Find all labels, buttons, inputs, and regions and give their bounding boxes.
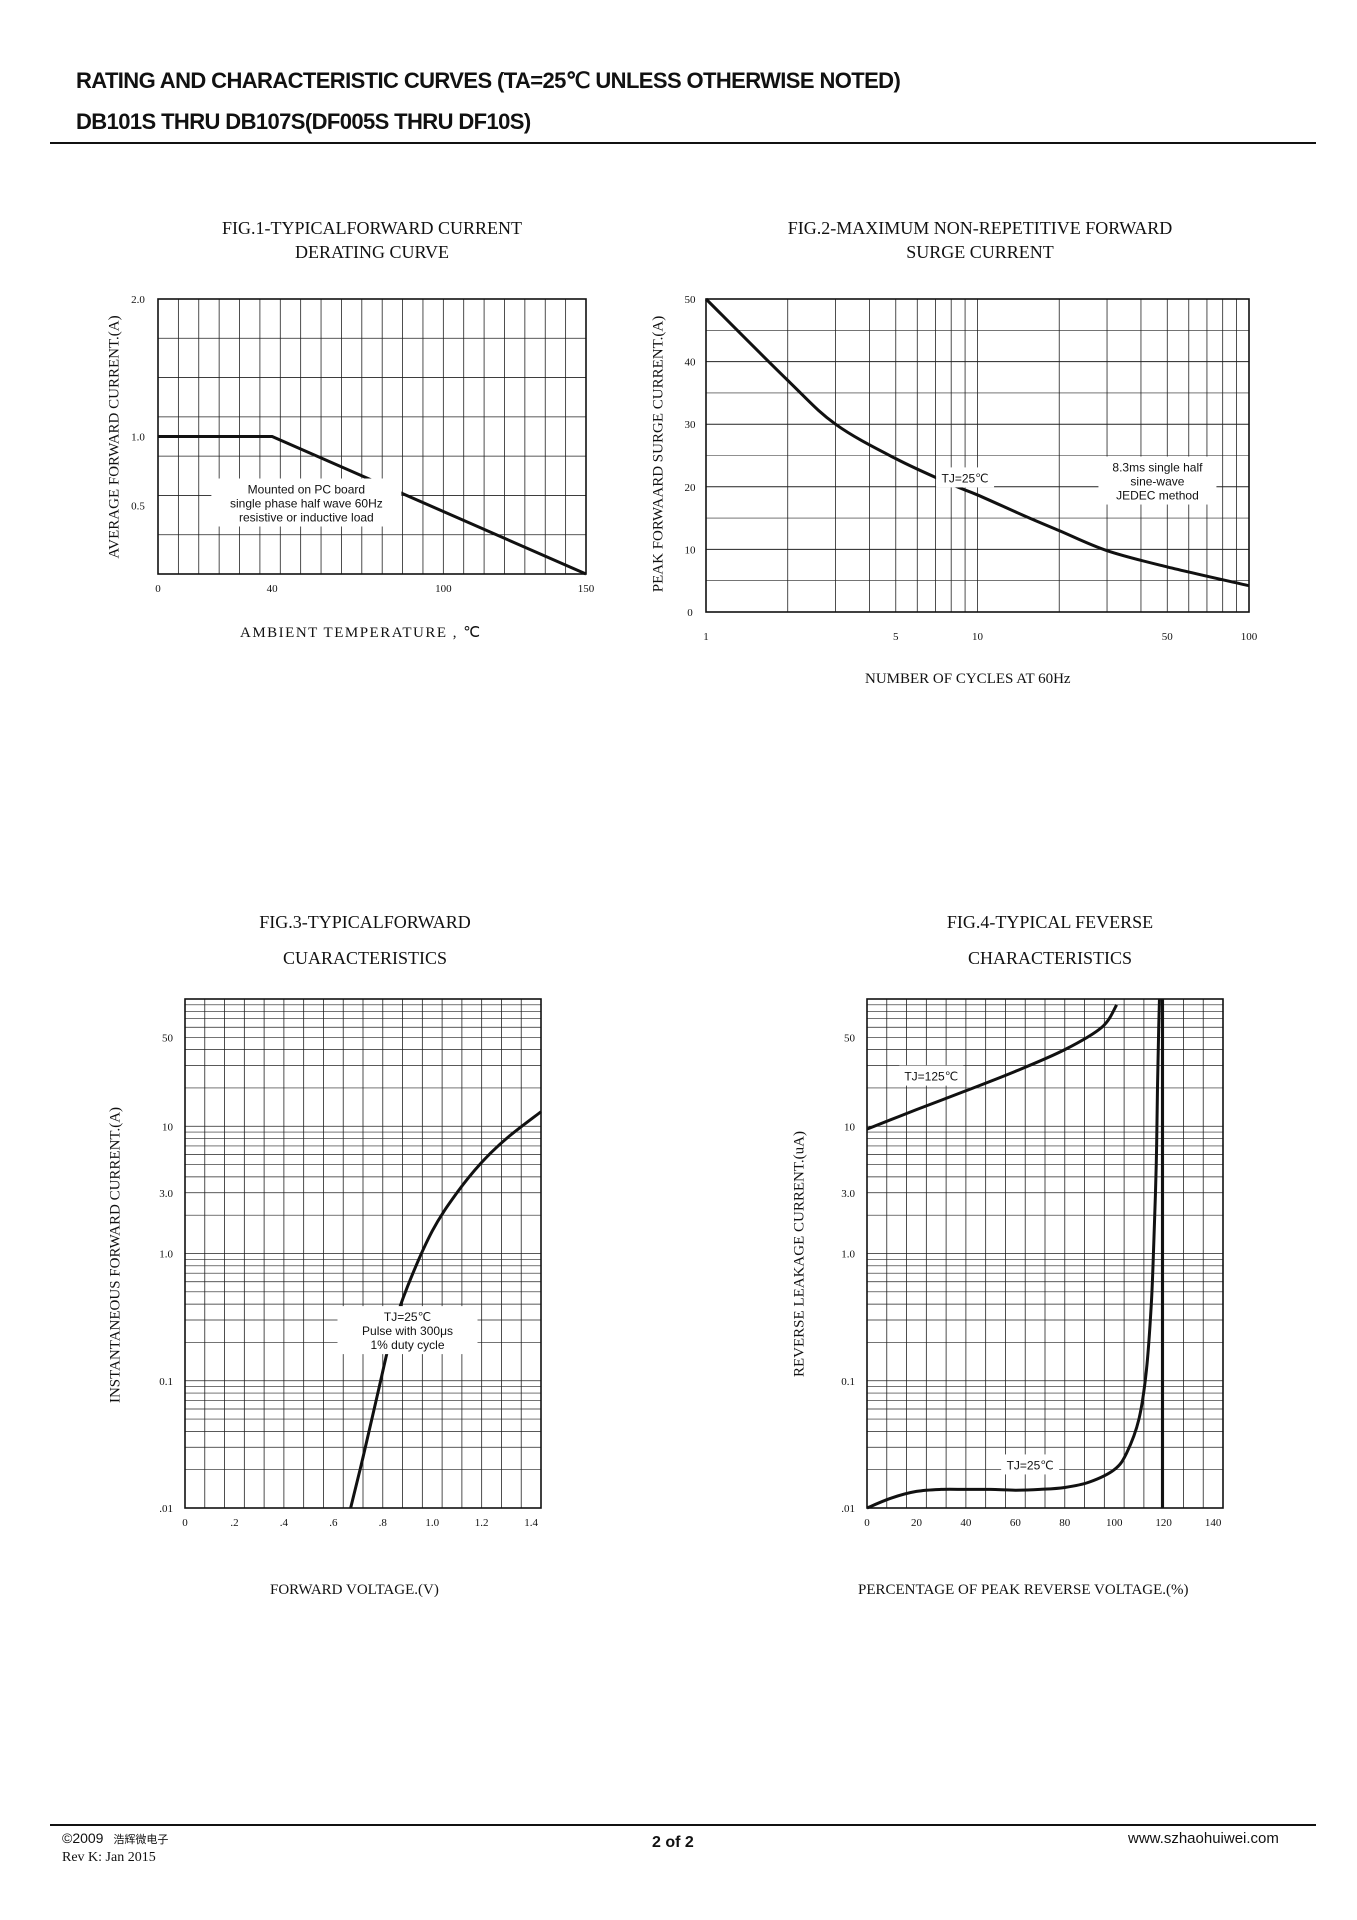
fig1-x-tick-label: 100	[435, 583, 452, 595]
fig1-annotation-line-2: single phase half wave 60Hz	[230, 497, 383, 511]
fig3-y-tick-label: 50	[162, 1032, 174, 1044]
fig1-title-line2: DERATING CURVE	[294, 242, 450, 262]
fig2-annotation-method-line-1: 8.3ms single half	[1112, 461, 1203, 475]
fig2-y-tick-label: 30	[685, 419, 697, 431]
footer-copyright: ©2009	[62, 1830, 104, 1846]
footer-copyright-line: ©2009 浩辉微电子	[62, 1830, 168, 1847]
fig4-y-tick-label: .01	[841, 1503, 855, 1515]
fig1-x-tick-label: 0	[155, 583, 161, 595]
fig3-annotation-line-1: TJ=25℃	[384, 1310, 431, 1324]
fig4-x-tick-label: 20	[911, 1517, 923, 1529]
fig2-plot-frame	[705, 298, 1250, 613]
fig4-x-tick-label: 100	[1106, 1517, 1123, 1529]
fig1-annotation-bg	[211, 478, 402, 527]
fig2-y-tick-label: 10	[685, 544, 697, 556]
footer-page: 2 of 2	[652, 1834, 694, 1851]
header-subtitle: DB101S THRU DB107S(DF005S THRU DF10S)	[76, 109, 531, 134]
fig3-y-tick-label: .01	[159, 1503, 173, 1515]
fig3-x-tick-label: 0	[182, 1517, 188, 1529]
fig2-y-tick-label: 50	[685, 294, 697, 306]
fig4-series-tj25	[866, 998, 1161, 1510]
fig3-title: FIG.3-TYPICALFORWARD CUARACTERISTICS	[215, 904, 515, 976]
fig3-x-tick-label: 1.2	[475, 1517, 489, 1529]
fig2-y-tick-label: 20	[685, 482, 697, 494]
fig3-x-tick-label: 1.0	[425, 1517, 439, 1529]
fig3-annotation-line-2: Pulse with 300μs	[362, 1324, 453, 1338]
fig4-annotation-tj25-line-1: TJ=25℃	[1007, 1458, 1054, 1472]
fig2-annotation-tj-line-1: TJ=25℃	[941, 471, 988, 485]
fig2-y-tick-label: 40	[685, 357, 697, 369]
fig4-x-tick-label: 60	[1010, 1517, 1022, 1529]
fig4-series-tj125	[866, 1003, 1118, 1131]
fig3-x-tick-label: .4	[280, 1517, 289, 1529]
fig1-series-derating	[158, 435, 587, 576]
fig4-y-tick-label: 3.0	[841, 1188, 855, 1200]
fig1-x-tick-label: 40	[267, 583, 279, 595]
footer-revision: Rev K: Jan 2015	[62, 1850, 156, 1865]
fig2-title-line1: FIG.2-MAXIMUM NON-REPETITIVE FORWARD	[787, 218, 1173, 238]
fig1-title: FIG.1-TYPICALFORWARD CURRENT DERATING CU…	[182, 216, 562, 264]
fig4-title-line2: CHARACTERISTICS	[967, 948, 1133, 968]
fig4-annotation-tj125-line-1: TJ=125℃	[904, 1070, 958, 1084]
fig4-x-tick-label: 140	[1205, 1517, 1222, 1529]
fig1-x-tick-label: 150	[578, 583, 595, 595]
fig1-y-tick-label: 2.0	[131, 294, 145, 306]
fig4-x-axis-label: PERCENTAGE OF PEAK REVERSE VOLTAGE.(%)	[858, 1582, 1189, 1598]
fig2-annotation-method-bg	[1098, 456, 1217, 505]
fig1-annotation-line-1: Mounted on PC board	[248, 483, 365, 497]
fig3-y-tick-label: 1.0	[159, 1249, 173, 1261]
fig4-y-tick-label: 1.0	[841, 1249, 855, 1261]
fig3-plot-frame	[184, 998, 542, 1509]
fig2-title: FIG.2-MAXIMUM NON-REPETITIVE FORWARD SUR…	[745, 216, 1215, 264]
fig4-title: FIG.4-TYPICAL FEVERSE CHARACTERISTICS	[900, 904, 1200, 976]
fig3-x-tick-label: .6	[329, 1517, 338, 1529]
fig2-y-tick-label: 0	[687, 607, 693, 619]
fig1-title-line1: FIG.1-TYPICALFORWARD CURRENT	[221, 218, 523, 238]
fig3-annotation-line-3: 1% duty cycle	[370, 1338, 444, 1352]
fig3-y-tick-label: 3.0	[159, 1188, 173, 1200]
fig3-title-line1: FIG.3-TYPICALFORWARD	[259, 912, 471, 932]
fig2-x-tick-label: 1	[703, 631, 709, 643]
fig2-x-tick-label: 5	[893, 631, 899, 643]
fig1-y-tick-label: 1.0	[131, 432, 145, 444]
fig3-x-tick-label: 1.4	[524, 1517, 538, 1529]
fig2-x-axis-label: NUMBER OF CYCLES AT 60Hz	[865, 671, 1071, 687]
fig3-x-axis-label: FORWARD VOLTAGE.(V)	[270, 1582, 439, 1598]
fig4-x-tick-label: 80	[1059, 1517, 1071, 1529]
fig3-y-tick-label: 10	[162, 1121, 174, 1133]
fig4-x-tick-label: 120	[1155, 1517, 1172, 1529]
fig1-y-tick-label: 0.5	[131, 500, 145, 512]
fig3-title-line2: CUARACTERISTICS	[282, 948, 448, 968]
footer-company: 浩辉微电子	[113, 1833, 169, 1846]
fig2-x-tick-label: 10	[972, 631, 984, 643]
fig1-annotation-line-3: resistive or inductive load	[239, 511, 374, 525]
header-title: RATING AND CHARACTERISTIC CURVES (TA=25℃…	[76, 68, 901, 93]
fig2-x-tick-label: 50	[1162, 631, 1174, 643]
footer-rule	[50, 1824, 1316, 1826]
fig4-y-tick-label: 10	[844, 1121, 856, 1133]
fig4-title-line1: FIG.4-TYPICAL FEVERSE	[946, 912, 1154, 932]
fig2-x-tick-label: 100	[1241, 631, 1258, 643]
header-rule	[50, 142, 1316, 144]
fig3-annotation-bg	[337, 1306, 478, 1355]
fig3-y-tick-label: 0.1	[159, 1376, 173, 1388]
fig2-annotation-method-line-3: JEDEC method	[1116, 489, 1199, 503]
fig3-x-tick-label: .8	[379, 1517, 388, 1529]
fig1-x-axis-label: AMBIENT TEMPERATURE , ℃	[240, 625, 482, 641]
fig4-x-tick-label: 0	[864, 1517, 870, 1529]
fig4-x-tick-label: 40	[960, 1517, 972, 1529]
fig4-y-tick-label: 50	[844, 1032, 856, 1044]
footer-website[interactable]: www.szhaohuiwei.com	[1128, 1830, 1279, 1847]
fig2-title-line2: SURGE CURRENT	[906, 242, 1054, 262]
fig4-y-tick-label: 0.1	[841, 1376, 855, 1388]
fig4-annotation-tj125-bg	[899, 1065, 964, 1086]
fig3-series-forward	[349, 1110, 542, 1509]
fig2-series-surge	[704, 297, 1250, 588]
fig2-annotation-tj-bg	[936, 467, 995, 488]
fig4-plot-frame	[866, 998, 1224, 1509]
fig4-annotation-tj25-bg	[1001, 1454, 1060, 1475]
fig2-annotation-method-line-2: sine-wave	[1130, 475, 1184, 489]
fig3-x-tick-label: .2	[230, 1517, 238, 1529]
